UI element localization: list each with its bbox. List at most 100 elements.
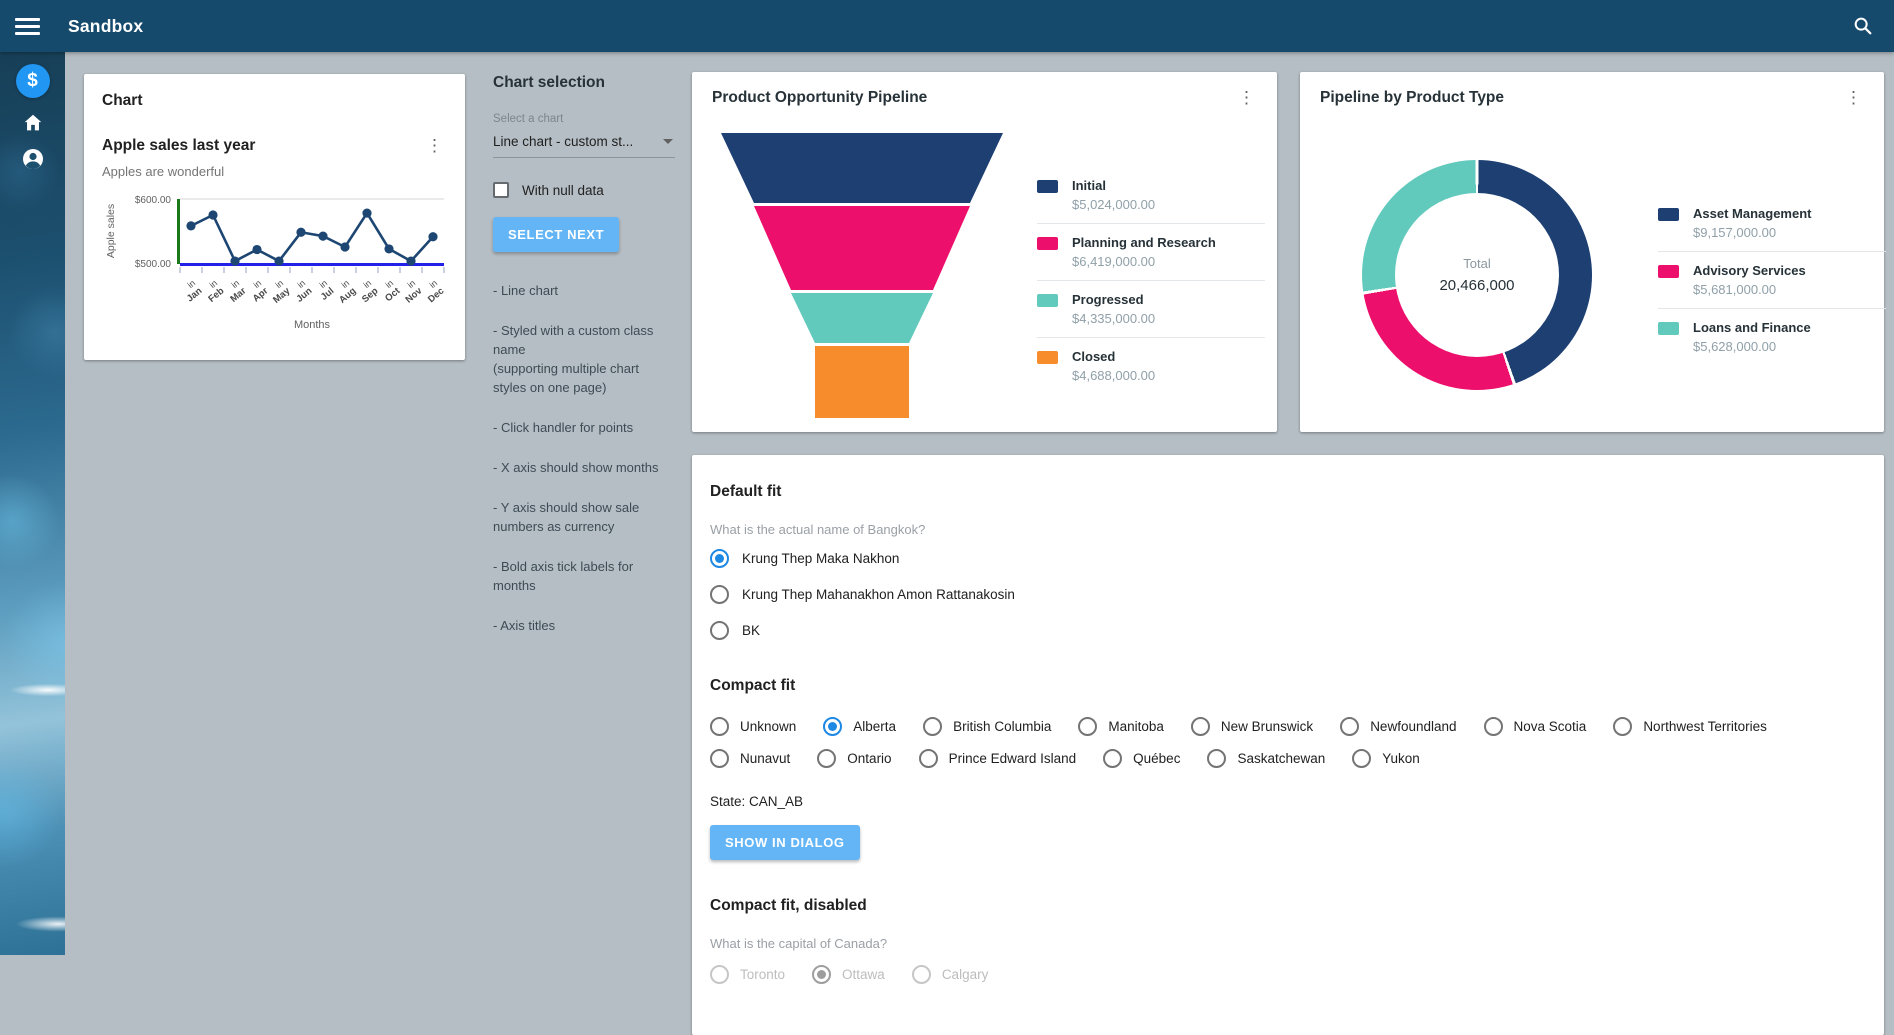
radio-label: Manitoba [1108, 719, 1164, 734]
legend-value: $5,024,000.00 [1072, 197, 1156, 212]
data-point[interactable] [340, 242, 350, 252]
data-point[interactable] [362, 208, 372, 218]
donut-card-title: Pipeline by Product Type [1320, 89, 1505, 106]
chart-note: - Y axis should show sale numbers as cur… [493, 500, 640, 534]
with-null-data-checkbox-row[interactable]: With null data [493, 182, 675, 198]
svg-text:$500.00: $500.00 [135, 259, 172, 270]
home-icon[interactable] [22, 112, 44, 134]
radio-label: Northwest Territories [1643, 719, 1767, 734]
radio-icon[interactable] [1078, 717, 1098, 736]
chart-note: - Styled with a custom class name (suppo… [493, 323, 654, 395]
radio-group-default-fit: Krung Thep Maka Nakhon Krung Thep Mahanak… [710, 549, 1860, 640]
radio-icon[interactable] [1352, 749, 1372, 768]
radio-option-newfoundland[interactable]: Newfoundland [1340, 717, 1457, 736]
radio-icon[interactable] [918, 749, 938, 768]
donut-total-value: 20,466,000 [1439, 277, 1515, 294]
monetization-icon[interactable]: $ [15, 64, 50, 98]
data-point[interactable] [230, 256, 240, 266]
account-icon[interactable] [21, 147, 45, 171]
menu-icon[interactable] [15, 14, 40, 39]
radio-icon[interactable] [1340, 717, 1360, 736]
funnel-segment-planning-and-research[interactable] [754, 206, 970, 290]
data-point[interactable] [318, 231, 328, 241]
kebab-menu-icon[interactable]: ⋮ [1238, 88, 1255, 107]
checkbox-label: With null data [522, 182, 604, 198]
x-axis-title: Months [294, 319, 331, 331]
legend-label: Loans and Finance [1693, 320, 1811, 335]
radio-option-prince-edward-island[interactable]: Prince Edward Island [918, 749, 1076, 768]
radio-option-nunavut[interactable]: Nunavut [710, 749, 790, 768]
radio-label: Newfoundland [1370, 719, 1457, 734]
select-next-button[interactable]: SELECT NEXT [493, 217, 620, 252]
question-label: What is the actual name of Bangkok? [710, 522, 926, 537]
radio-icon[interactable] [817, 749, 837, 768]
radio-option-québec[interactable]: Québec [1103, 749, 1180, 768]
radio-option-new-brunswick[interactable]: New Brunswick [1190, 717, 1313, 736]
radio-icon[interactable] [1613, 717, 1633, 736]
radio-icon[interactable] [1190, 717, 1210, 736]
x-tick-label: inDec [419, 278, 446, 305]
radio-option-northwest-territories[interactable]: Northwest Territories [1613, 717, 1767, 736]
donut-chart-card: Pipeline by Product Type ⋮ Total 20,466,… [1300, 72, 1886, 432]
kebab-menu-icon[interactable]: ⋮ [426, 136, 443, 155]
chart-title: Apple sales last year [102, 137, 256, 154]
radio-option-british-columbia[interactable]: British Columbia [923, 717, 1051, 736]
radio-icon[interactable] [710, 549, 729, 568]
search-icon[interactable] [1852, 15, 1874, 37]
radio-icon[interactable] [710, 621, 729, 640]
question-label: What is the capital of Canada? [710, 936, 888, 951]
x-tick-label: inJun [288, 278, 315, 305]
radio-label: Québec [1133, 751, 1181, 766]
radio-icon[interactable] [710, 717, 729, 736]
radio-icon[interactable] [710, 749, 729, 768]
radio-option-nova-scotia[interactable]: Nova Scotia [1483, 717, 1586, 736]
y-axis-title: Apple sales [105, 204, 117, 258]
show-in-dialog-button[interactable]: SHOW IN DIALOG [710, 825, 860, 860]
radio-icon[interactable] [823, 717, 843, 736]
data-point[interactable] [274, 256, 284, 266]
data-point[interactable] [252, 244, 262, 255]
checkbox-icon[interactable] [493, 182, 509, 198]
funnel-segment-closed[interactable] [815, 346, 909, 418]
radio-option-manitoba[interactable]: Manitoba [1078, 717, 1164, 736]
main-content: Chart Apple sales last year ⋮ Apples are… [65, 52, 1894, 1035]
legend-value: $4,335,000.00 [1072, 311, 1156, 326]
radio-option-saskatchewan[interactable]: Saskatchewan [1207, 749, 1325, 768]
chart-note: - Bold axis tick labels for months [493, 559, 634, 593]
radio-label: Nunavut [740, 751, 791, 766]
funnel-segment-initial[interactable] [721, 133, 1003, 203]
chart-select-dropdown[interactable]: Line chart - custom st... [493, 128, 675, 158]
legend-swatch [1037, 351, 1058, 364]
data-point[interactable] [406, 256, 416, 266]
radio-option-yukon[interactable]: Yukon [1352, 749, 1420, 768]
donut-center-label: Total 20,466,000 [1362, 160, 1592, 390]
radio-option-ontario[interactable]: Ontario [817, 749, 892, 768]
radio-option-alberta[interactable]: Alberta [823, 717, 896, 736]
radio-option-krung-thep-mahanakhon-amon-rattanakosin[interactable]: Krung Thep Mahanakhon Amon Rattanakosin [710, 585, 1860, 604]
donut-legend: Asset Management $9,157,000.00 Advisory Se… [1658, 200, 1886, 360]
radio-option-unknown[interactable]: Unknown [710, 717, 796, 736]
radio-icon[interactable] [1103, 749, 1123, 768]
radio-option-krung-thep-maka-nakhon[interactable]: Krung Thep Maka Nakhon [710, 549, 1860, 568]
data-point[interactable] [428, 232, 438, 242]
legend-label: Closed [1072, 349, 1116, 364]
radio-icon[interactable] [1207, 749, 1227, 768]
donut-ring [1362, 160, 1592, 390]
radio-label: Saskatchewan [1237, 751, 1326, 766]
data-point[interactable] [296, 227, 306, 237]
legend-swatch [1658, 322, 1679, 335]
radio-option-bk[interactable]: BK [710, 621, 1860, 640]
funnel-chart [721, 133, 1003, 418]
data-point[interactable] [384, 244, 394, 254]
radio-icon[interactable] [1483, 717, 1503, 736]
data-point[interactable] [208, 210, 218, 220]
x-tick-label: inNov [397, 277, 425, 305]
funnel-segment-progressed[interactable] [791, 293, 933, 343]
radio-icon[interactable] [710, 585, 729, 604]
legend-swatch [1658, 265, 1679, 278]
x-tick-label: inApr [244, 278, 270, 305]
legend-item: Initial $5,024,000.00 [1037, 172, 1265, 218]
kebab-menu-icon[interactable]: ⋮ [1845, 88, 1862, 107]
data-point[interactable] [186, 221, 196, 231]
radio-icon[interactable] [923, 717, 943, 736]
